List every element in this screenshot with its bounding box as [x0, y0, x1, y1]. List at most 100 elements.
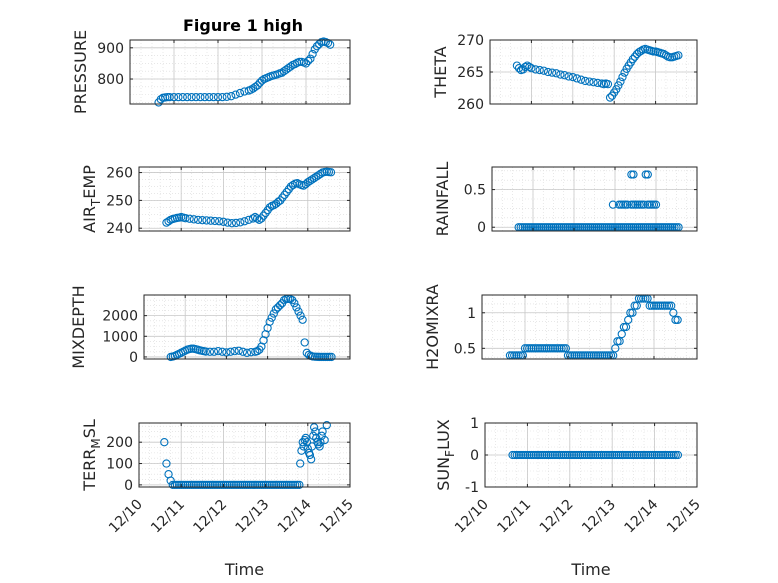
data-point [295, 480, 304, 490]
data-point [218, 347, 227, 356]
data-point [550, 450, 560, 460]
data-point [556, 70, 565, 79]
data-point [618, 72, 627, 82]
data-point [601, 450, 610, 460]
data-point [531, 65, 540, 74]
data-point [265, 203, 274, 212]
data-point [248, 214, 258, 223]
x-tick-label: 12/11 [148, 497, 188, 537]
data-point [231, 218, 241, 228]
data-point [246, 480, 255, 490]
data-point [225, 480, 234, 490]
data-point [656, 450, 666, 460]
data-point [546, 344, 555, 353]
data-point [564, 72, 573, 81]
data-point [663, 450, 672, 460]
data-point [189, 480, 199, 490]
data-point [320, 435, 329, 445]
data-point [284, 480, 293, 490]
data-point [608, 200, 618, 209]
data-point [200, 92, 209, 102]
data-point [255, 215, 264, 225]
data-point [286, 480, 296, 490]
data-point [170, 480, 180, 490]
data-point [227, 480, 236, 490]
data-point [616, 77, 625, 86]
data-point [259, 211, 268, 220]
figure-title: Figure 1 high [183, 16, 303, 35]
data-point [560, 71, 569, 80]
data-point [631, 450, 640, 460]
data-point [218, 92, 227, 102]
data-point [557, 450, 566, 460]
data-point [568, 72, 577, 82]
x-tick-label: 12/10 [106, 497, 146, 537]
data-point [274, 197, 283, 206]
x-tick-label: 12/15 [664, 497, 704, 537]
data-point [630, 52, 640, 61]
subplot-pressure: 800 900 PRESSURE [71, 30, 351, 114]
data-point [508, 450, 517, 460]
data-point [187, 480, 196, 490]
y-tick-label: 900 [97, 41, 124, 57]
data-point [647, 301, 656, 310]
data-point [544, 450, 553, 460]
data-point [527, 64, 536, 73]
x-tick-label: 12/13 [233, 497, 273, 537]
data-point [652, 450, 661, 460]
data-point [275, 301, 285, 310]
data-point [542, 450, 551, 460]
x-tick-label: 12/12 [190, 497, 230, 537]
data-point [608, 450, 617, 460]
data-point [603, 80, 613, 89]
data-point [637, 450, 647, 460]
data-point [525, 344, 534, 353]
data-point [290, 299, 299, 308]
data-point [214, 347, 223, 356]
data-point [326, 40, 335, 49]
data-point [673, 315, 682, 325]
data-point [196, 92, 205, 102]
data-point [215, 217, 224, 226]
axes-box [491, 166, 698, 232]
data-point [317, 431, 326, 440]
data-point [234, 480, 243, 490]
data-point [271, 305, 280, 314]
data-point [529, 450, 538, 460]
data-point [673, 450, 683, 460]
data-point [304, 56, 313, 66]
data-point [636, 46, 646, 56]
data-point [300, 338, 309, 347]
data-point [307, 175, 317, 184]
x-tick-label: 12/12 [537, 497, 577, 537]
data-point [516, 450, 526, 460]
data-point [535, 344, 545, 353]
data-point [521, 62, 530, 72]
subplot-terr-msl: 0 100 200 12/10 12/11 12/12 12/13 12/14 12/15 Tim… [80, 419, 357, 579]
y-tick-label: 200 [106, 435, 133, 451]
data-point [208, 480, 217, 490]
data-point [253, 480, 262, 490]
data-point [206, 216, 215, 225]
data-point [307, 455, 316, 464]
data-point [269, 309, 278, 318]
data-point [661, 450, 670, 460]
y-axis-label: AIRTEMP [80, 165, 103, 233]
data-point [662, 301, 672, 310]
data-point [616, 450, 625, 460]
data-point [654, 301, 663, 310]
data-point [539, 66, 548, 75]
data-point [527, 450, 536, 460]
data-point [510, 450, 519, 460]
data-point [563, 450, 572, 460]
data-point [595, 450, 604, 460]
data-point [538, 344, 547, 353]
data-point [318, 427, 327, 436]
axes-box [129, 39, 351, 105]
y-tick-label: 0 [129, 350, 138, 366]
data-point [533, 450, 543, 460]
data-point [162, 218, 171, 227]
data-point [301, 433, 310, 443]
data-point [201, 347, 210, 356]
